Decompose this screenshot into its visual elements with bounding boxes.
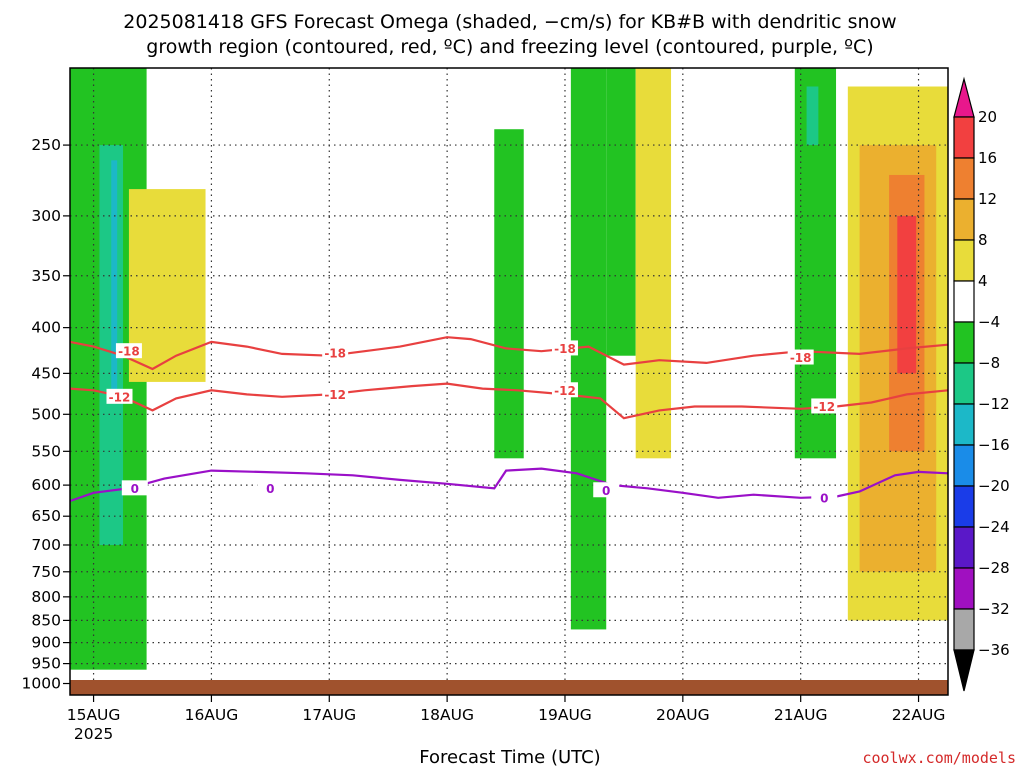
ground-strip	[70, 680, 948, 695]
y-tick-label-500: 500	[31, 405, 61, 423]
x-tick-label-21AUG: 21AUG	[774, 706, 828, 724]
colorbar-label-10: −24	[978, 518, 1010, 536]
x-tick-label-17AUG: 17AUG	[302, 706, 356, 724]
contour-label-bg	[811, 398, 838, 414]
contour-label-2-1: 0	[266, 482, 274, 496]
colorbar-label-13: −36	[978, 641, 1010, 659]
colorbar-label-3: 8	[978, 231, 988, 249]
colorbar-top-arrow	[953, 76, 975, 118]
colorbar-box-6	[953, 362, 975, 405]
colorbar-label-9: −20	[978, 477, 1010, 495]
colorbar-box-1	[953, 157, 975, 200]
colorbar-box-9	[953, 485, 975, 528]
omega-region-sinking-22aug-4	[897, 215, 917, 374]
y-tick-label-250: 250	[31, 136, 61, 154]
contour-label-0-1: -18	[324, 346, 346, 360]
colorbar-box-0	[953, 116, 975, 159]
contour-label-bg	[322, 344, 349, 360]
contour-label-bg	[787, 349, 814, 365]
x-tick-sublabel-2025: 2025	[74, 725, 113, 743]
chart-title-line1: 2025081418 GFS Forecast Omega (shaded, −…	[123, 11, 896, 33]
x-tick-label-22AUG: 22AUG	[892, 706, 946, 724]
omega-region-rising-18aug	[494, 129, 524, 459]
contour-label-1-3: -12	[813, 400, 835, 414]
plot-border	[69, 67, 949, 696]
contour-label-2-3: 0	[820, 491, 828, 505]
contour-label-bg	[121, 480, 148, 496]
colorbar-box-8	[953, 444, 975, 487]
contour-label-2-0: 0	[131, 482, 139, 496]
chart-title-line2: growth region (contoured, red, ºC) and f…	[146, 36, 873, 58]
y-tick-label-950: 950	[31, 655, 61, 673]
y-tick-label-700: 700	[31, 536, 61, 554]
colorbar-label-6: −8	[978, 354, 1000, 372]
contour-label-bg	[551, 340, 578, 356]
colorbar-label-4: 4	[978, 272, 988, 290]
y-tick-label-550: 550	[31, 442, 61, 460]
contour-label-bg	[551, 382, 578, 398]
contour-label-1-2: -12	[554, 384, 576, 398]
contour-line-1	[70, 382, 948, 420]
x-tick-label-16AUG: 16AUG	[185, 706, 239, 724]
colorbar-box-5	[953, 321, 975, 364]
colorbar-box-7	[953, 403, 975, 446]
y-axis: 250 300 350 400 450 500 550 600 650 700 750 800 850 9…	[22, 136, 70, 693]
contour-label-bg	[322, 386, 349, 402]
y-tick-label-350: 350	[31, 267, 61, 285]
credit-text: coolwx.com/models	[862, 749, 1016, 767]
contour-label-bg	[593, 482, 620, 498]
x-axis-label: Forecast Time (UTC)	[419, 747, 600, 768]
colorbar-label-11: −28	[978, 559, 1010, 577]
omega-region-sinking-19aug	[635, 68, 672, 459]
contour-label-bg	[257, 480, 284, 496]
y-tick-label-1000: 1000	[22, 675, 61, 693]
contour-label-2-2: 0	[602, 484, 610, 498]
x-tick-label-15AUG: 15AUG	[67, 706, 121, 724]
colorbar-box-3	[953, 239, 975, 282]
contour-label-1-0: -12	[109, 390, 131, 404]
y-tick-label-850: 850	[31, 611, 61, 629]
colorbar-box-10	[953, 526, 975, 569]
omega-region-rising-21aug-core	[806, 86, 819, 146]
colorbar-label-1: 16	[978, 149, 997, 167]
colorbar-label-7: −12	[978, 395, 1010, 413]
y-tick-label-650: 650	[31, 507, 61, 525]
x-tick-label-18AUG: 18AUG	[420, 706, 474, 724]
y-tick-label-750: 750	[31, 563, 61, 581]
colorbar-box-2	[953, 198, 975, 241]
contour-label-0-2: -18	[554, 342, 576, 356]
colorbar-bottom-arrow	[953, 649, 975, 692]
y-tick-label-300: 300	[31, 207, 61, 225]
colorbar-label-2: 12	[978, 190, 997, 208]
colorbar-label-12: −32	[978, 600, 1010, 618]
x-tick-label-19AUG: 19AUG	[538, 706, 592, 724]
colorbar: 20 16 12 8 4 −4 −8 −12 −16 −20 −24 −28 −32 −36	[953, 76, 1010, 692]
contour-line-0	[70, 336, 948, 371]
colorbar-label-5: −4	[978, 313, 1000, 331]
colorbar-box-4	[953, 280, 975, 323]
contour-lines: -18 -18 -18 -18 -12 -12 -12 -12 0 0 0 0	[70, 336, 948, 505]
contour-label-bg	[106, 388, 133, 404]
colorbar-box-11	[953, 567, 975, 610]
x-tick-label-20AUG: 20AUG	[656, 706, 710, 724]
y-tick-label-400: 400	[31, 319, 61, 337]
omega-shading	[70, 68, 948, 670]
contour-label-bg	[811, 489, 838, 505]
colorbar-label-8: −16	[978, 436, 1010, 454]
grid-lines	[70, 68, 948, 695]
y-tick-label-900: 900	[31, 634, 61, 652]
y-tick-label-600: 600	[31, 476, 61, 494]
omega-region-rising-19aug-2	[606, 68, 636, 356]
contour-label-1-1: -12	[324, 388, 346, 402]
y-tick-label-450: 450	[31, 364, 61, 382]
colorbar-label-0: 20	[978, 108, 997, 126]
y-tick-label-800: 800	[31, 588, 61, 606]
contour-label-0-3: -18	[790, 351, 812, 365]
plot-area: -18 -18 -18 -18 -12 -12 -12 -12 0 0 0 0	[69, 67, 949, 696]
contour-label-bg	[115, 343, 142, 359]
colorbar-box-12	[953, 608, 975, 651]
contour-label-0-0: -18	[118, 345, 140, 359]
